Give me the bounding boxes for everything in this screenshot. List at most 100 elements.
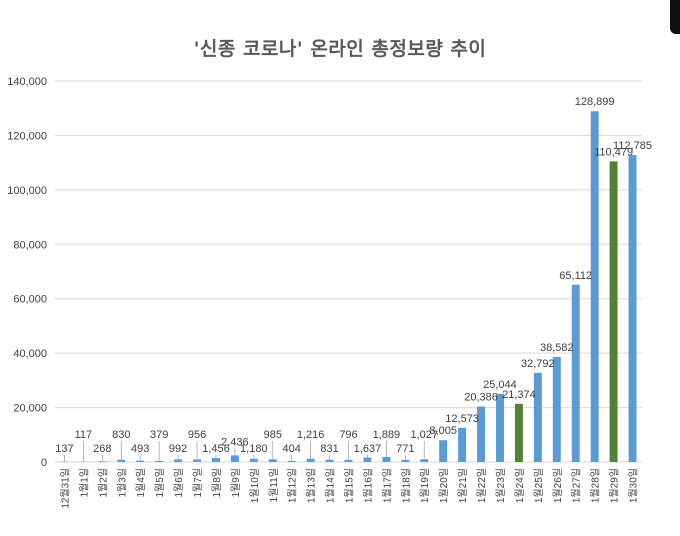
bar xyxy=(514,403,523,462)
x-tick-label: 1월28일 xyxy=(590,468,602,503)
x-tick-label: 1월11일 xyxy=(268,468,280,502)
data-label: 137 xyxy=(55,443,73,455)
x-tick-label: 1월19일 xyxy=(419,468,431,503)
x-tick-label: 12월31일 xyxy=(59,468,71,509)
data-label: 985 xyxy=(264,429,282,441)
data-label: 796 xyxy=(339,429,357,441)
bar xyxy=(98,461,107,462)
data-label: 268 xyxy=(93,443,111,455)
data-label: 771 xyxy=(396,443,414,455)
data-label: 830 xyxy=(112,429,130,441)
x-tick-label: 1월3일 xyxy=(116,468,128,498)
bar xyxy=(477,406,486,462)
x-tick-label: 1월9일 xyxy=(230,468,242,498)
x-tick-label: 1월23일 xyxy=(495,468,507,503)
data-label: 128,899 xyxy=(575,96,615,108)
x-tick-label: 1월20일 xyxy=(438,468,450,503)
y-tick-label: 100,000 xyxy=(7,185,47,197)
bar xyxy=(193,459,201,462)
x-tick-label: 1월15일 xyxy=(344,468,356,503)
bar xyxy=(496,393,504,462)
bar xyxy=(268,459,277,462)
data-label: 21,374 xyxy=(502,389,536,401)
bar xyxy=(590,111,599,463)
data-label: 117 xyxy=(75,429,93,441)
data-label: 992 xyxy=(169,443,187,455)
bar xyxy=(230,455,239,462)
y-tick-label: 40,000 xyxy=(13,348,47,360)
chart-title: '신종 코로나' 온라인 총정보량 추이 xyxy=(193,38,487,60)
y-tick-label: 140,000 xyxy=(7,76,47,88)
bar xyxy=(420,459,429,462)
data-label: 956 xyxy=(188,429,206,441)
y-tick-label: 120,000 xyxy=(7,130,47,142)
x-tick-label: 1월2일 xyxy=(97,468,109,498)
bar xyxy=(325,459,334,462)
bar xyxy=(306,458,315,462)
bar xyxy=(211,458,220,462)
y-tick-label: 80,000 xyxy=(13,239,47,251)
x-tick-label: 1월5일 xyxy=(154,468,166,498)
data-label: 2,436 xyxy=(221,436,249,448)
x-tick-label: 1월4일 xyxy=(135,468,147,498)
x-tick-label: 1월7일 xyxy=(192,468,204,498)
x-tick-label: 1월27일 xyxy=(571,468,583,503)
bar xyxy=(552,357,561,462)
data-label: 20,386 xyxy=(464,392,498,404)
bar xyxy=(249,458,258,462)
data-label: 493 xyxy=(131,443,149,455)
x-tick-label: 1월12일 xyxy=(287,468,299,503)
data-label: 379 xyxy=(150,429,168,441)
x-tick-label: 1월8일 xyxy=(211,468,223,498)
data-label: 831 xyxy=(320,443,338,455)
data-label: 8,005 xyxy=(429,425,457,437)
bar xyxy=(628,155,637,463)
x-tick-label: 1월18일 xyxy=(400,468,412,503)
y-tick-label: 0 xyxy=(41,457,47,469)
x-tick-label: 1월10일 xyxy=(249,468,261,503)
x-tick-label: 1월26일 xyxy=(552,468,564,503)
data-label: 1,216 xyxy=(297,429,325,441)
x-tick-label: 1월1일 xyxy=(78,468,90,498)
bar xyxy=(533,372,542,462)
data-label: 110,479 xyxy=(594,146,633,158)
bar xyxy=(155,460,164,462)
bar xyxy=(439,440,448,462)
x-tick-label: 1월16일 xyxy=(362,468,374,503)
bar xyxy=(382,456,391,462)
bar xyxy=(136,460,145,462)
bar xyxy=(458,427,467,462)
data-label: 25,044 xyxy=(483,379,517,391)
bar xyxy=(344,459,353,462)
data-label: 1,637 xyxy=(354,443,382,455)
data-label: 38,582 xyxy=(540,342,574,354)
bar xyxy=(571,284,580,462)
window-corner-edge xyxy=(670,0,680,34)
data-label: 32,792 xyxy=(521,358,555,370)
bar xyxy=(287,460,296,462)
data-label: 1,889 xyxy=(373,429,401,441)
bar xyxy=(117,459,126,462)
y-tick-label: 60,000 xyxy=(13,294,47,306)
bar xyxy=(609,161,618,462)
x-tick-label: 1월22일 xyxy=(476,468,488,503)
data-label: 404 xyxy=(283,443,301,455)
data-label: 65,112 xyxy=(559,270,592,282)
bar xyxy=(174,459,183,462)
data-label: 1,027 xyxy=(410,429,438,441)
x-tick-label: 1월25일 xyxy=(533,468,545,503)
y-tick-label: 20,000 xyxy=(13,403,47,415)
x-tick-label: 1월13일 xyxy=(306,468,318,503)
x-tick-label: 1월24일 xyxy=(514,468,526,503)
data-label: 1,456 xyxy=(202,443,230,455)
data-label: 1,180 xyxy=(240,443,268,455)
x-tick-label: 1월30일 xyxy=(628,468,640,503)
bar xyxy=(401,459,410,462)
bar xyxy=(363,457,372,462)
x-tick-label: 1월17일 xyxy=(381,468,393,503)
x-tick-label: 1월14일 xyxy=(325,468,337,503)
x-tick-label: 1월29일 xyxy=(609,468,621,503)
x-tick-label: 1월6일 xyxy=(173,468,185,498)
